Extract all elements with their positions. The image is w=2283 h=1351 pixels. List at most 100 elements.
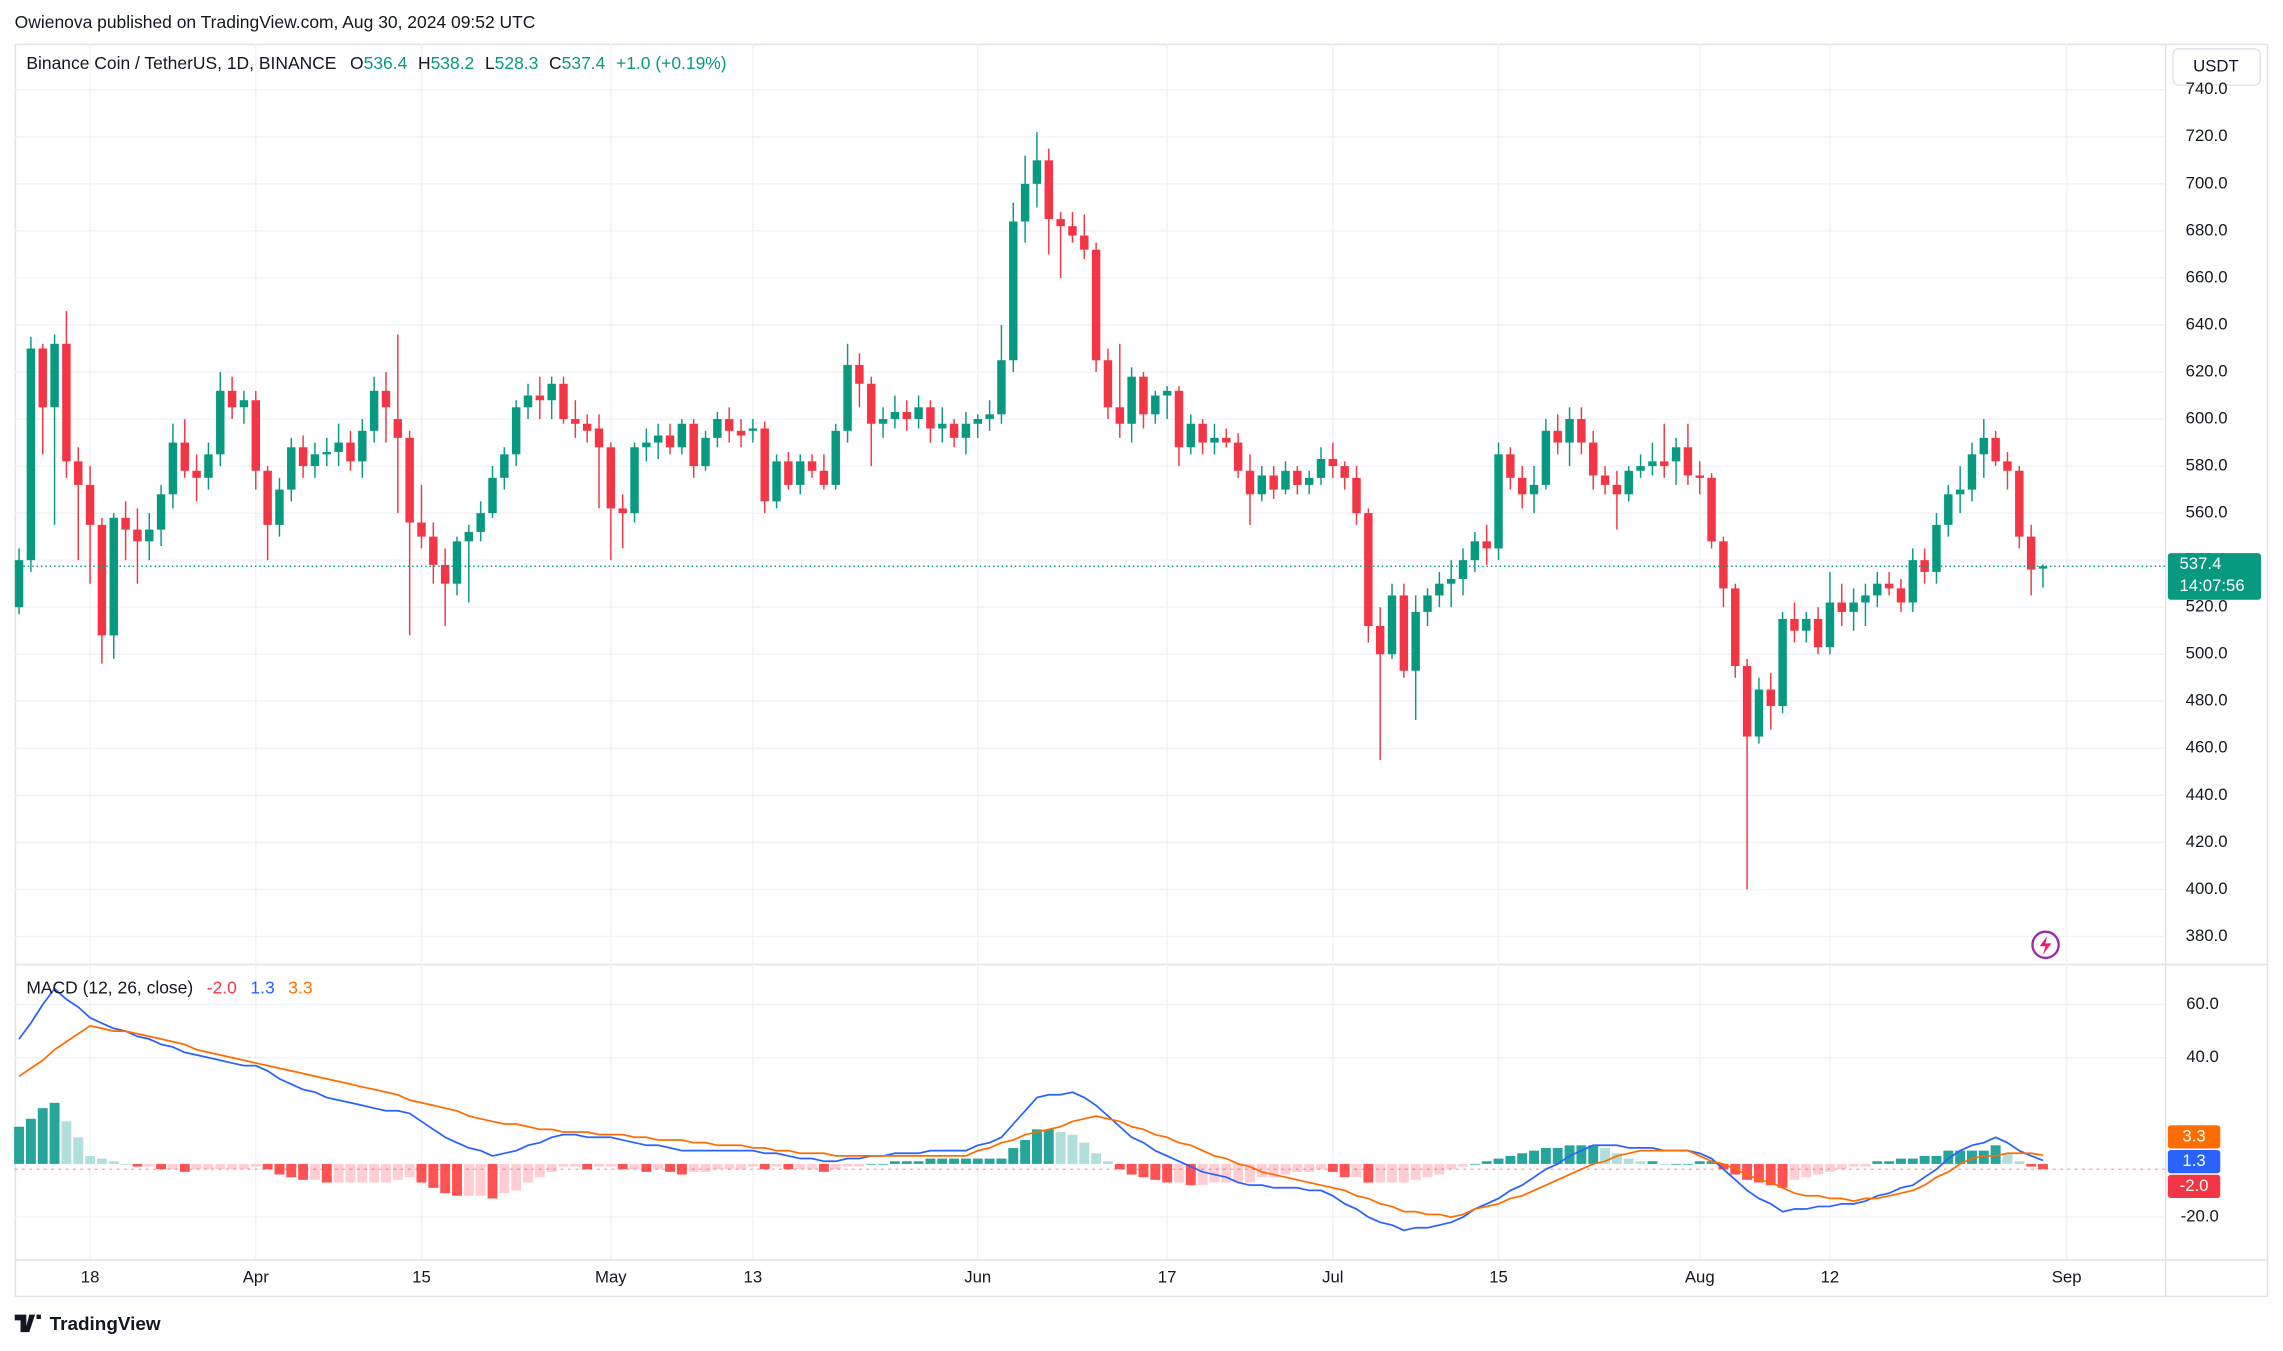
macd-histogram-bar	[712, 1163, 723, 1170]
candle-body	[713, 419, 722, 438]
candle-body	[1683, 447, 1693, 476]
brand-name: TradingView	[50, 1314, 161, 1335]
candle-body	[216, 390, 225, 455]
currency-button[interactable]: USDT	[2172, 48, 2262, 86]
candle-body	[819, 470, 829, 485]
candle-body	[1612, 484, 1622, 495]
macd-histogram-bar	[937, 1158, 948, 1164]
candle-body	[1849, 602, 1858, 612]
macd-histogram-bar	[617, 1163, 628, 1170]
macd-histogram-bar	[215, 1163, 226, 1170]
candle-body	[1091, 249, 1101, 361]
macd-histogram-bar	[392, 1163, 403, 1180]
candle-body	[1577, 419, 1586, 443]
candle-body	[133, 529, 142, 542]
macd-histogram-bar	[250, 1163, 261, 1167]
macd-histogram-bar	[1292, 1163, 1303, 1172]
candle-body	[1281, 470, 1290, 490]
candle-body	[168, 442, 178, 495]
overlay: Binance Coin / TetherUS, 1D, BINANCE O53…	[14, 48, 2262, 1335]
countdown-label: 14:07:56	[2179, 576, 2244, 595]
candle-body	[97, 524, 107, 636]
candle-body	[192, 470, 201, 478]
macd-histogram-bar	[1600, 1147, 1611, 1164]
alert-icon-ring[interactable]	[2031, 930, 2060, 960]
candle-body	[1340, 466, 1349, 478]
y-tick-label: 720.0	[2186, 126, 2228, 145]
candle-body	[121, 517, 130, 530]
macd-histogram-bar	[1623, 1158, 1634, 1164]
candle-body	[1648, 461, 1657, 467]
candle-body	[1636, 466, 1645, 471]
macd-histogram-bar	[1517, 1153, 1528, 1164]
candle-body	[1589, 442, 1598, 476]
macd-histogram-bar	[463, 1163, 474, 1196]
macd-histogram-bar	[1493, 1158, 1504, 1164]
alert-icon-bolt[interactable]	[2039, 936, 2052, 956]
y-tick-label: 380.0	[2186, 926, 2228, 945]
candle-body	[1541, 430, 1551, 485]
macd-histogram-bar	[1706, 1161, 1717, 1164]
candle-body	[985, 414, 994, 420]
macd-histogram-bar	[1848, 1163, 1859, 1167]
macd-histogram-bar	[1978, 1150, 1989, 1164]
candle-body	[938, 423, 947, 429]
currency-button-box[interactable]	[2172, 48, 2262, 86]
candle-body	[334, 442, 343, 452]
candle-body	[1257, 475, 1267, 495]
candle-body	[2038, 566, 2048, 569]
macd-histogram-bar	[1091, 1153, 1102, 1164]
macd-histogram-bar	[925, 1158, 936, 1164]
candle-body	[594, 428, 604, 448]
candle-body	[1387, 595, 1397, 655]
candle-body	[251, 400, 261, 471]
candle-body	[1103, 360, 1113, 408]
macd-histogram-bar	[1316, 1163, 1326, 1170]
macd-histogram-bar	[1990, 1145, 2001, 1164]
candle-body	[1056, 219, 1065, 227]
macd-histogram-bar	[1043, 1129, 1054, 1164]
candle-body	[1873, 583, 1882, 596]
candle-body	[1861, 595, 1870, 603]
macd-histogram-bar	[688, 1163, 699, 1172]
macd-histogram-bar	[191, 1163, 202, 1170]
candle-body	[298, 447, 308, 467]
candle-body	[689, 423, 698, 467]
candle-body	[381, 390, 391, 408]
candle-body	[701, 437, 710, 467]
legend: Binance Coin / TetherUS, 1D, BINANCE O53…	[26, 53, 726, 73]
alert-icon[interactable]	[2031, 930, 2060, 960]
macd-histogram-bar	[1422, 1163, 1433, 1178]
candle-body	[1790, 618, 1799, 631]
candle-body	[369, 390, 379, 431]
candle-body	[1222, 437, 1231, 443]
macd-value-label: 3.3	[2182, 1126, 2205, 1145]
candle-body	[748, 428, 758, 431]
y-tick-label: 520.0	[2186, 597, 2228, 616]
macd-histogram-bar	[475, 1163, 486, 1196]
candle-body	[606, 447, 616, 509]
macd-histogram-bar	[1067, 1134, 1078, 1164]
candle-body	[1742, 665, 1752, 737]
macd-value-tag	[2167, 1125, 2221, 1149]
candle-body	[1423, 595, 1432, 612]
candle-body	[1316, 459, 1326, 478]
macd-histogram-bar	[1446, 1163, 1457, 1170]
candle-body	[263, 470, 272, 525]
candle-body	[417, 522, 426, 537]
candle-body	[630, 447, 639, 514]
candle-body	[1884, 583, 1894, 589]
macd-histogram-bar	[1635, 1161, 1646, 1164]
candle-body	[949, 423, 959, 438]
macd-histogram-bar	[1410, 1163, 1421, 1180]
currency-label[interactable]: USDT	[2193, 56, 2239, 75]
candle-body	[843, 364, 852, 431]
candle-body	[1399, 595, 1409, 671]
macd-histogram-bar	[1659, 1163, 1670, 1165]
candle-body	[1044, 160, 1054, 220]
x-tick-label: 15	[412, 1268, 431, 1287]
macd-histogram-bar	[1931, 1155, 1942, 1164]
macd-histogram-bar	[1896, 1158, 1906, 1164]
candle-body	[642, 442, 651, 448]
